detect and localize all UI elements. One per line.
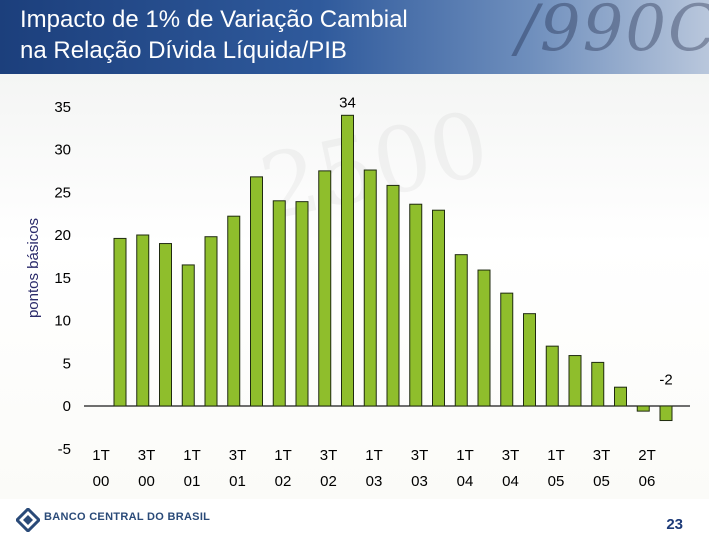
x-tick-label: 1T xyxy=(183,447,201,464)
bar xyxy=(523,313,536,407)
title-line-1: Impacto de 1% de Variação Cambial xyxy=(20,6,408,33)
y-tick-label: 15 xyxy=(54,270,71,287)
bar xyxy=(409,203,423,407)
bar xyxy=(477,269,491,407)
x-tick-label: 00 xyxy=(138,473,155,490)
bar xyxy=(591,361,605,407)
bar xyxy=(113,237,127,407)
x-tick-label: 1T xyxy=(547,447,565,464)
bar xyxy=(159,243,172,407)
bar xyxy=(227,215,241,407)
y-tick-label: 0 xyxy=(63,398,71,415)
bar xyxy=(545,345,559,407)
y-tick-label: -5 xyxy=(58,441,71,458)
bank-name: BANCO CENTRAL DO BRASIL xyxy=(44,511,211,523)
x-tick-label: 04 xyxy=(457,473,474,490)
x-tick-label: 01 xyxy=(184,473,201,490)
title-banner: /990C Impacto de 1% de Variação Cambial … xyxy=(0,0,709,74)
x-tick-label: 02 xyxy=(275,473,292,490)
bar xyxy=(204,236,218,407)
data-label: 34 xyxy=(339,94,356,111)
bar xyxy=(181,264,195,407)
y-tick-label: 25 xyxy=(54,184,71,201)
title-line-2: na Relação Dívida Líquida/PIB xyxy=(20,37,347,64)
bar xyxy=(636,405,650,412)
slide-title: Impacto de 1% de Variação Cambial na Rel… xyxy=(20,4,408,66)
x-tick-label: 3T xyxy=(229,447,247,464)
x-tick-label: 3T xyxy=(411,447,429,464)
y-tick-label: 30 xyxy=(54,142,71,159)
bar xyxy=(454,254,468,407)
bar xyxy=(614,386,627,407)
bar xyxy=(432,209,445,407)
page-number: 23 xyxy=(666,516,683,533)
x-tick-label: 01 xyxy=(229,473,246,490)
bar xyxy=(318,170,332,407)
bar xyxy=(568,355,582,407)
bar-layer xyxy=(113,114,673,422)
x-tick-label: 1T xyxy=(365,447,383,464)
bar xyxy=(386,184,400,407)
bar xyxy=(500,292,514,407)
x-tick-label: 1T xyxy=(92,447,110,464)
x-tick-label: 2T xyxy=(638,447,656,464)
bar xyxy=(272,200,286,407)
data-label: -2 xyxy=(659,372,672,389)
bar xyxy=(250,176,263,407)
x-tick-label: 03 xyxy=(411,473,428,490)
footer xyxy=(0,499,709,539)
x-tick-label: 1T xyxy=(456,447,474,464)
bar xyxy=(363,169,377,407)
x-tick-label: 05 xyxy=(593,473,610,490)
bank-logo-icon xyxy=(16,508,40,532)
x-tick-label: 1T xyxy=(274,447,292,464)
y-tick-label: 20 xyxy=(54,227,71,244)
x-tick-label: 05 xyxy=(548,473,565,490)
x-tick-label: 00 xyxy=(93,473,110,490)
x-tick-label: 3T xyxy=(320,447,338,464)
bar xyxy=(341,114,354,407)
label-layer: 1T 00 3T 00 1T 01 3T 01 1T 02 3T 02 1T 03 3T 03 1T 04 3T 04… xyxy=(92,94,672,490)
x-tick-label: 02 xyxy=(320,473,337,490)
x-tick-label: 3T xyxy=(593,447,611,464)
x-tick-label: 3T xyxy=(138,447,156,464)
bar xyxy=(295,201,309,407)
y-tick-label: 10 xyxy=(54,313,71,330)
y-tick-label: 5 xyxy=(63,355,71,372)
bar xyxy=(136,234,150,407)
x-tick-label: 3T xyxy=(502,447,520,464)
y-axis-title: pontos básicos xyxy=(25,218,42,318)
y-tick-label: 35 xyxy=(54,99,71,116)
bar xyxy=(659,405,673,422)
x-tick-label: 03 xyxy=(366,473,383,490)
x-tick-label: 04 xyxy=(502,473,519,490)
x-tick-label: 06 xyxy=(639,473,656,490)
decorative-numbers: /990C xyxy=(516,0,709,66)
